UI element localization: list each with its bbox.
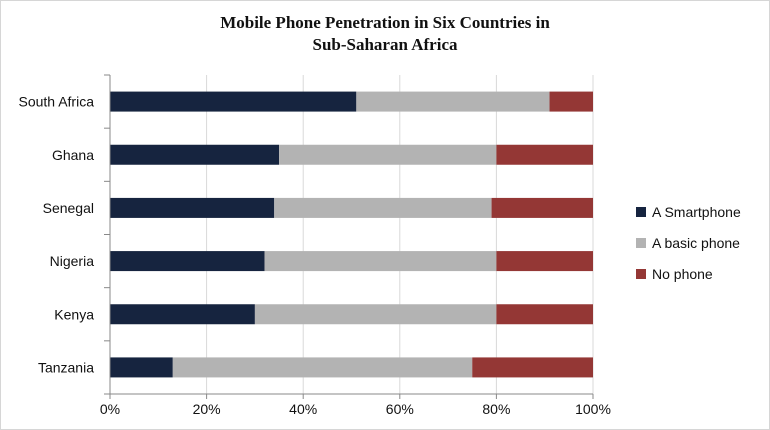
axes — [104, 74, 594, 399]
legend-item: No phone — [636, 266, 741, 282]
bars — [110, 91, 593, 378]
x-tick-label: 80% — [482, 401, 510, 417]
bar-south-africa-series-2 — [549, 91, 593, 112]
bar-nigeria-series-0 — [110, 251, 265, 272]
legend-label: No phone — [652, 266, 713, 282]
legend-item: A basic phone — [636, 235, 741, 251]
x-tick-label: 40% — [289, 401, 317, 417]
legend-item: A Smartphone — [636, 204, 741, 220]
bar-kenya-series-1 — [254, 304, 497, 325]
bar-ghana-series-0 — [110, 144, 280, 165]
bar-ghana-series-1 — [279, 144, 497, 165]
bar-nigeria-series-2 — [496, 251, 593, 272]
bar-tanzania-series-2 — [472, 357, 593, 378]
bar-south-africa-series-1 — [356, 91, 550, 112]
bar-nigeria-series-1 — [264, 251, 497, 272]
y-tick-label: Ghana — [52, 147, 94, 163]
x-tick-label: 20% — [193, 401, 221, 417]
chart-title: Mobile Phone Penetration in Six Countrie… — [0, 12, 770, 56]
legend-swatch — [636, 269, 646, 279]
grid-lines — [206, 75, 594, 394]
bar-tanzania-series-0 — [110, 357, 173, 378]
legend-label: A basic phone — [652, 235, 740, 251]
bar-ghana-series-2 — [496, 144, 593, 165]
bar-kenya-series-2 — [496, 304, 593, 325]
bar-senegal-series-1 — [274, 197, 492, 218]
chart-title-line-2: Sub-Saharan Africa — [312, 35, 458, 54]
x-tick-label: 60% — [386, 401, 414, 417]
y-axis-labels: South Africa Ghana Senegal Nigeria Kenya Tanz… — [19, 94, 95, 376]
bar-tanzania-series-1 — [172, 357, 473, 378]
bar-kenya-series-0 — [110, 304, 255, 325]
chart-title-line-1: Mobile Phone Penetration in Six Countrie… — [220, 13, 550, 32]
y-tick-label: South Africa — [19, 94, 95, 110]
y-tick-label: Tanzania — [38, 359, 94, 375]
x-axis-labels: 0% 20% 40% 60% 80% 100% — [100, 401, 611, 417]
y-tick-label: Kenya — [54, 306, 94, 322]
legend: A Smartphone A basic phone No phone — [636, 204, 741, 297]
x-tick-label: 0% — [100, 401, 120, 417]
bar-senegal-series-2 — [491, 197, 593, 218]
y-tick-label: Nigeria — [50, 253, 95, 269]
legend-label: A Smartphone — [652, 204, 741, 220]
bar-south-africa-series-0 — [110, 91, 357, 112]
bar-senegal-series-0 — [110, 197, 275, 218]
x-tick-label: 100% — [575, 401, 611, 417]
y-tick-label: Senegal — [43, 200, 94, 216]
legend-swatch — [636, 207, 646, 217]
legend-swatch — [636, 238, 646, 248]
